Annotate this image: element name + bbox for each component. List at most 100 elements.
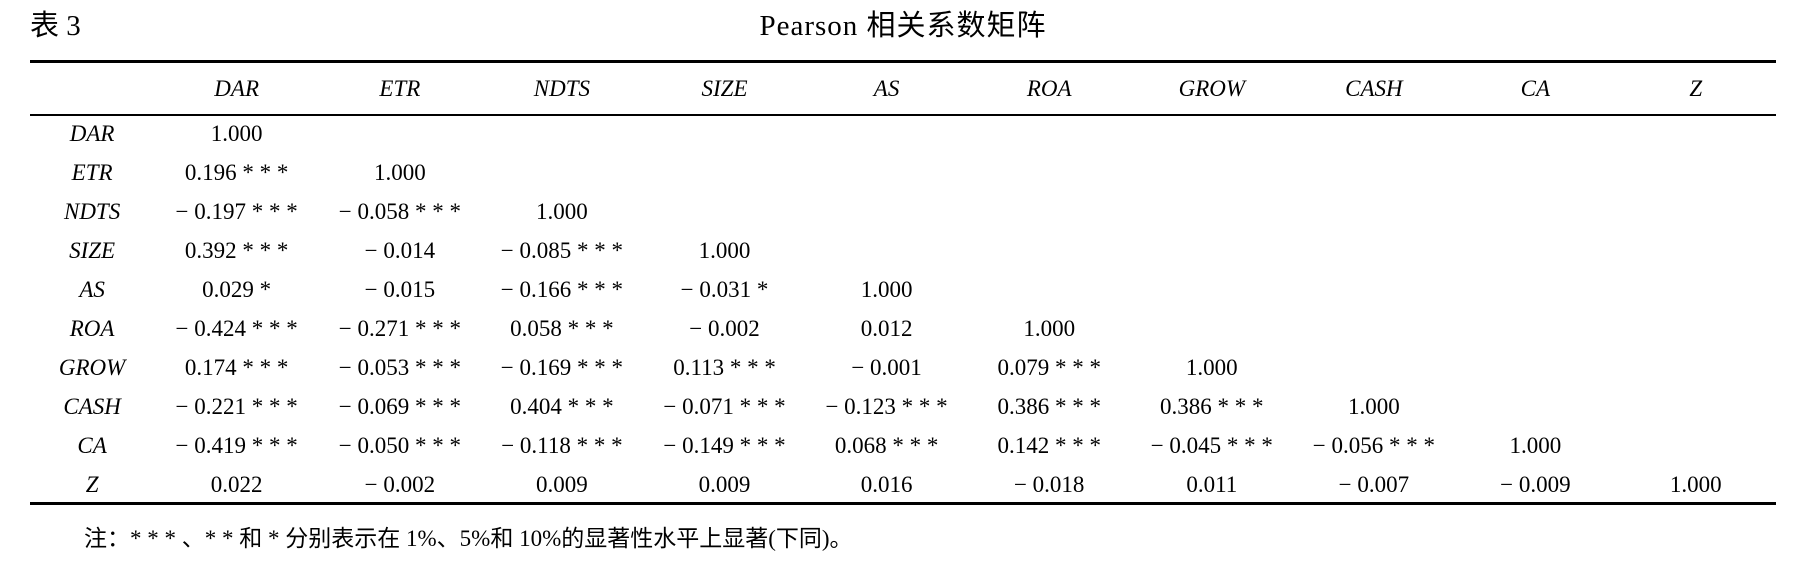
- table-cell: [643, 192, 806, 231]
- table-cell: [967, 270, 1131, 309]
- table-cell: 1.000: [1347, 393, 1400, 419]
- column-header: DAR: [214, 75, 260, 101]
- table-cell: − 0.169 * * *: [500, 354, 623, 380]
- row-header: CASH: [63, 393, 121, 419]
- table-cell: [481, 153, 644, 192]
- table-cell: − 0.009: [1500, 471, 1571, 497]
- table-cell: − 0.056 * * *: [1312, 432, 1435, 458]
- table-row: CA − 0.419 * * * − 0.050 * * * − 0.118 * * …: [30, 426, 1776, 465]
- table-cell: [1455, 348, 1615, 387]
- table-cell: [1455, 192, 1615, 231]
- table-row: Z 0.022 − 0.002 0.009 0.009 0.016 − 0.018 0.011…: [30, 465, 1776, 504]
- table-cell: [1616, 270, 1776, 309]
- table-cell: [1616, 426, 1776, 465]
- table-cell: 0.392 * * *: [184, 237, 289, 263]
- table-cell: 1.000: [1023, 315, 1076, 341]
- table-cell: − 0.085 * * *: [500, 237, 623, 263]
- table-cell: [1455, 309, 1615, 348]
- column-header: CASH: [1345, 75, 1403, 101]
- column-header: Z: [1689, 75, 1703, 101]
- table-cell: [1616, 348, 1776, 387]
- table-note: 注：* * * 、* * 和 * 分别表示在 1%、5%和 10%的显著性水平上…: [84, 526, 853, 551]
- table-cell: − 0.018: [1013, 471, 1085, 497]
- table-cell: [1616, 153, 1776, 192]
- table-cell: [1616, 114, 1776, 153]
- table-cell: [1616, 192, 1776, 231]
- table-cell: − 0.271 * * *: [338, 315, 461, 341]
- table-cell: [967, 192, 1131, 231]
- table-cell: [1131, 153, 1292, 192]
- table-cell: [1455, 114, 1615, 153]
- table-cell: 0.011: [1186, 471, 1238, 497]
- table-cell: 0.079 * * *: [997, 354, 1101, 380]
- column-header: NDTS: [533, 75, 591, 101]
- table-cell: − 0.058 * * *: [338, 198, 461, 224]
- correlation-matrix-table: DAR ETR NDTS SIZE AS ROA GROW CASH CA Z DAR 1.000 E…: [30, 63, 1776, 504]
- row-header: NDTS: [63, 198, 121, 224]
- table-cell: − 0.045 * * *: [1150, 432, 1273, 458]
- table-cell: [319, 114, 480, 153]
- table-cell: 1.000: [1185, 354, 1238, 380]
- table-cell: − 0.123 * * *: [825, 393, 948, 419]
- table-row: NDTS − 0.197 * * * − 0.058 * * * 1.000: [30, 192, 1776, 231]
- table-cell: [1293, 192, 1456, 231]
- table-cell: − 0.419 * * *: [175, 432, 298, 458]
- table-label: 表 3: [30, 10, 81, 42]
- table-cell: 0.016: [860, 471, 913, 497]
- table-row: ETR 0.196 * * * 1.000: [30, 153, 1776, 192]
- header-rule: [30, 114, 1776, 116]
- table-cell: − 0.118 * * *: [501, 432, 623, 458]
- header-row: DAR ETR NDTS SIZE AS ROA GROW CASH CA Z: [30, 63, 1776, 114]
- table-cell: − 0.001: [851, 354, 922, 380]
- table-cell: 1.000: [210, 120, 263, 146]
- table-cell: 0.386 * * *: [997, 393, 1101, 419]
- table-cell: [1455, 387, 1615, 426]
- table-row: AS 0.029 * − 0.015 − 0.166 * * * − 0.031 * 1.…: [30, 270, 1776, 309]
- table-cell: [967, 114, 1131, 153]
- row-header: CA: [77, 432, 107, 458]
- table-title: Pearson 相关系数矩阵: [759, 10, 1047, 42]
- table-cell: − 0.197 * * *: [175, 198, 298, 224]
- table-cell: 0.009: [536, 471, 588, 497]
- row-header: DAR: [69, 120, 115, 146]
- table-cell: [643, 153, 806, 192]
- table-cell: [1455, 153, 1615, 192]
- table-cell: 1.000: [536, 198, 588, 224]
- table-cell: − 0.053 * * *: [338, 354, 461, 380]
- table-row: SIZE 0.392 * * * − 0.014 − 0.085 * * * 1.000: [30, 231, 1776, 270]
- table-cell: [1131, 114, 1292, 153]
- table-cell: − 0.002: [689, 315, 760, 341]
- table-cell: 0.029 *: [202, 276, 272, 302]
- table-cell: 0.012: [860, 315, 913, 341]
- table-cell: [967, 231, 1131, 270]
- table-cell: [1455, 270, 1615, 309]
- column-header: SIZE: [701, 75, 748, 101]
- table-cell: 0.404 * * *: [510, 393, 614, 419]
- table-cell: 1.000: [860, 276, 913, 302]
- table-cell: [481, 114, 644, 153]
- table-cell: − 0.166 * * *: [500, 276, 623, 302]
- row-header: GROW: [58, 354, 126, 380]
- table-cell: [1131, 231, 1292, 270]
- table-cell: 0.022: [210, 471, 263, 497]
- row-header: ROA: [69, 315, 115, 341]
- table-cell: [1293, 270, 1456, 309]
- table-cell: − 0.002: [364, 471, 436, 497]
- table-cell: − 0.007: [1338, 471, 1410, 497]
- table-cell: − 0.149 * * *: [663, 432, 786, 458]
- table-cell: 0.196 * * *: [184, 159, 289, 185]
- row-header: Z: [85, 471, 99, 497]
- table-cell: [806, 153, 967, 192]
- table-cell: 1.000: [698, 237, 751, 263]
- table-cell: [1616, 387, 1776, 426]
- table-cell: 0.068 * * *: [834, 432, 939, 458]
- table-cell: 0.058 * * *: [510, 315, 614, 341]
- table-cell: 0.113 * * *: [673, 354, 776, 380]
- table-cell: 0.142 * * *: [997, 432, 1101, 458]
- column-header: CA: [1520, 75, 1551, 101]
- table-cell: [806, 231, 967, 270]
- table-cell: 0.009: [698, 471, 751, 497]
- table-row: DAR 1.000: [30, 114, 1776, 153]
- column-header: ROA: [1026, 75, 1072, 101]
- column-header: GROW: [1178, 75, 1246, 101]
